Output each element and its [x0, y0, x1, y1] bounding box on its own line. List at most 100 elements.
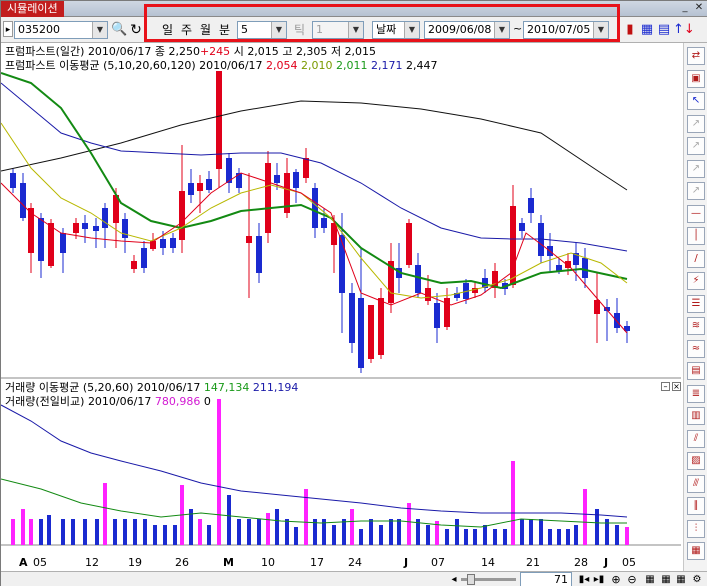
zoom-in-icon[interactable]: ⊕: [611, 573, 621, 586]
toolbar: ▸ 035200 ▼ 🔍 ↻ 일 주 월 분 5 ▼ 틱 1 ▼ 날짜 ▼ 20…: [1, 17, 707, 43]
candle-body: [274, 175, 280, 183]
volume-bar: [557, 529, 561, 545]
grid-toggle-icon[interactable]: ▦: [645, 574, 655, 585]
vol-ma-params: (5,20,60): [82, 381, 134, 394]
volume-bar: [21, 509, 25, 545]
start-date-field[interactable]: 2009/06/08 ▼: [424, 21, 510, 39]
chevron-down-icon[interactable]: ▼: [92, 22, 107, 38]
chart-type-icon[interactable]: ⇄: [687, 47, 705, 65]
volume-bar: [257, 519, 261, 545]
tool-icon[interactable]: ⫽: [687, 429, 705, 448]
chevron-down-icon[interactable]: ▼: [593, 22, 608, 38]
tool-icon[interactable]: ↗: [687, 114, 705, 133]
fibonacci-icon[interactable]: ☰: [687, 294, 705, 313]
candle-body: [321, 218, 327, 228]
x-tick-label: 10: [261, 556, 275, 569]
horizontal-line-icon[interactable]: —: [687, 204, 705, 223]
zoom-field[interactable]: 71: [520, 572, 572, 586]
code-marker-icon[interactable]: ▸: [3, 21, 13, 37]
minimize-button[interactable]: _: [682, 2, 688, 13]
vol-ma5-value: 147,134: [203, 381, 250, 394]
settings-icon[interactable]: ⚙: [692, 574, 702, 585]
refresh-icon[interactable]: ↻: [130, 22, 142, 38]
tool-icon[interactable]: ≋: [687, 317, 705, 335]
chevron-down-icon[interactable]: ▼: [404, 22, 419, 38]
tick-select[interactable]: 1 ▼: [312, 21, 364, 39]
tool-icon[interactable]: ⫻: [687, 474, 705, 493]
x-tick-label: 19: [128, 556, 142, 569]
volume-bar: [464, 529, 468, 545]
volume-bar: [294, 527, 298, 545]
bar-chart-icon[interactable]: ▣: [687, 69, 705, 88]
chart-area: [1, 43, 681, 571]
price-volume-chart: [1, 71, 681, 546]
tool-icon[interactable]: ≣: [687, 384, 705, 403]
trend-line-icon[interactable]: /: [687, 249, 705, 268]
volume-bar: [359, 529, 363, 545]
candle-body: [179, 191, 185, 240]
tool-icon[interactable]: ▦: [687, 542, 705, 560]
range-type-select[interactable]: 날짜 ▼: [372, 21, 420, 39]
window-title: 시뮬레이션: [1, 1, 64, 17]
tool-icon[interactable]: ∥: [687, 497, 705, 515]
candle-body: [93, 226, 99, 231]
candle-body: [519, 223, 525, 231]
x-tick-label: 07: [431, 556, 445, 569]
stock-code-field[interactable]: 035200 ▼: [14, 21, 108, 39]
grid-icon[interactable]: ▤: [657, 22, 671, 37]
period-month[interactable]: 월: [200, 23, 212, 37]
candle-body: [556, 265, 562, 271]
sort-arrows-icon[interactable]: ↑↓: [673, 22, 695, 37]
volume-bar: [71, 519, 75, 545]
scroll-left-icon[interactable]: ◂: [451, 574, 457, 585]
candle-body: [594, 300, 600, 314]
chevron-down-icon[interactable]: ▼: [494, 22, 509, 38]
period-minute[interactable]: 분: [219, 23, 231, 37]
grid-toggle-icon[interactable]: ▦: [661, 574, 671, 585]
arrow-pointer-icon[interactable]: ↖: [687, 92, 705, 110]
chevron-down-icon[interactable]: ▼: [271, 22, 286, 38]
zoom-out-icon[interactable]: ⊖: [627, 573, 637, 586]
first-page-icon[interactable]: ▮◂: [578, 574, 590, 585]
ma60-value: 2,171: [371, 59, 403, 72]
candle-body: [368, 305, 374, 359]
volume-bar: [39, 519, 43, 545]
period-day[interactable]: 일: [162, 23, 174, 37]
search-icon[interactable]: 🔍: [111, 22, 128, 37]
tool-icon[interactable]: ▨: [687, 452, 705, 470]
volume-bar: [379, 525, 383, 545]
volume-bar: [342, 519, 346, 545]
minute-select[interactable]: 5 ▼: [237, 21, 287, 39]
chevron-down-icon[interactable]: ▼: [348, 22, 363, 38]
close-button[interactable]: ✕: [694, 2, 704, 13]
volume-bar: [539, 519, 543, 545]
tool-icon[interactable]: ↗: [687, 182, 705, 200]
panel-minimize-icon[interactable]: –: [661, 382, 670, 391]
candle-body: [565, 261, 571, 268]
zoom-slider-track[interactable]: [461, 578, 516, 581]
candle-body: [614, 313, 620, 328]
tool-icon[interactable]: ≈: [687, 339, 705, 358]
tool-icon[interactable]: ▤: [687, 362, 705, 380]
end-date-field[interactable]: 2010/07/05 ▼: [523, 21, 609, 39]
candle-body: [102, 208, 108, 228]
volume-info-line1: 거래량 이동평균 (5,20,60) 2010/06/17 147,134 21…: [5, 381, 298, 394]
last-page-icon[interactable]: ▸▮: [593, 574, 605, 585]
indicator-icon[interactable]: ▦: [640, 22, 654, 37]
volume-name: 거래량(전일비교): [5, 395, 85, 408]
tool-icon[interactable]: ⚡: [687, 272, 705, 290]
tick-value: 1: [316, 23, 323, 36]
zoom-slider-handle[interactable]: [467, 574, 475, 585]
x-tick-label: 28: [574, 556, 588, 569]
tool-icon[interactable]: ↗: [687, 137, 705, 155]
tool-icon[interactable]: ⫶: [687, 519, 705, 538]
period-week[interactable]: 주: [181, 23, 193, 37]
panel-close-icon[interactable]: ×: [672, 382, 681, 391]
candle-body: [20, 183, 26, 218]
tool-icon[interactable]: ▥: [687, 407, 705, 425]
tool-icon[interactable]: ↗: [687, 159, 705, 178]
settings-icon[interactable]: ▦: [676, 574, 686, 585]
volume-bar: [605, 519, 609, 545]
chart-style-icon[interactable]: ▮: [626, 22, 634, 37]
vertical-line-icon[interactable]: │: [687, 227, 705, 245]
